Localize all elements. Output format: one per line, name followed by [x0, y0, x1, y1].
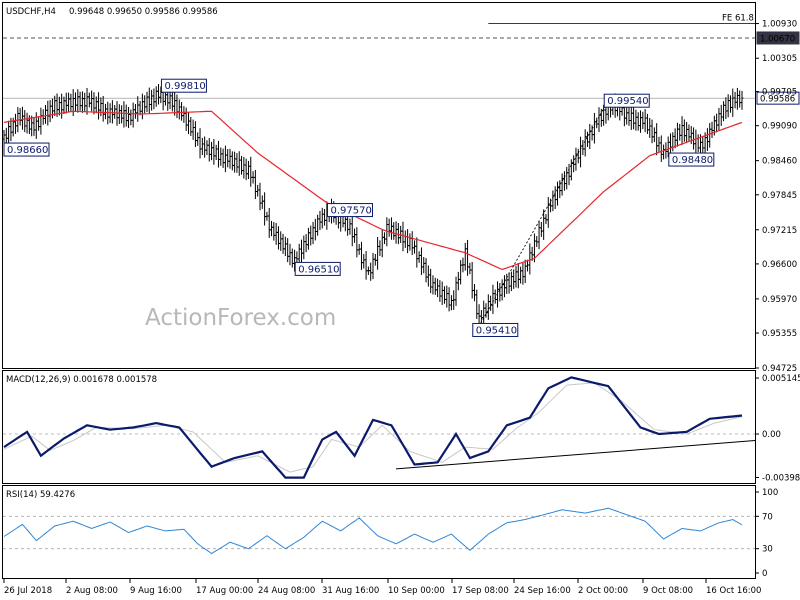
rsi-tick-label: 100 [762, 488, 778, 498]
price-annotation-label: 0.97570 [330, 206, 371, 217]
macd-tick-label: 0.005145 [762, 374, 800, 384]
time-tick-label: 10 Sep 00:00 [388, 586, 445, 596]
current-price-box [756, 91, 800, 105]
macd-main-line [3, 376, 743, 479]
price-tick-label: 0.97215 [762, 226, 797, 236]
price-panel-frame [2, 2, 756, 369]
price-tick-label: 0.99705 [762, 88, 797, 98]
time-tick-label: 24 Sep 16:00 [514, 586, 571, 596]
time-axis: 26 Jul 2018 2 Aug 08:00 9 Aug 16:00 17 Aug … [3, 579, 761, 596]
rsi-panel-frame [2, 485, 756, 579]
time-tick-label: 2 Oct 00:00 [578, 586, 628, 596]
panel-frames [2, 2, 756, 579]
price-annotation-label: 0.99540 [607, 96, 648, 107]
time-tick-label: 17 Sep 08:00 [452, 586, 509, 596]
moving-average [3, 110, 743, 271]
price-annotations: 0.98660 0.99810 0.96510 0.97570 0.95410 0.995… [3, 78, 715, 337]
price-tick-label: 0.98460 [762, 157, 797, 167]
resistance-level-label: 1.00670 [760, 34, 795, 44]
price-tick-label: 0.99090 [762, 122, 797, 132]
rsi-tick-label: 0 [762, 569, 767, 579]
price-annotation-label: 0.98660 [7, 145, 48, 156]
price-tick-label: 0.94725 [762, 364, 797, 374]
resistance-level-box [756, 31, 800, 45]
price-trendline-line [476, 100, 609, 331]
macd-title: MACD(12,26,9) 0.001678 0.001578 [6, 375, 157, 385]
price-tick-label: 0.95355 [762, 329, 797, 339]
price-annotation-box [603, 93, 650, 108]
time-tick-label: 31 Aug 16:00 [322, 586, 379, 596]
rsi-tick-label: 30 [762, 545, 773, 555]
price-tick-label: 0.97845 [762, 191, 797, 201]
time-tick-label: 9 Aug 16:00 [130, 586, 182, 596]
macd-lines [3, 376, 756, 479]
time-tick-label: 26 Jul 2018 [4, 586, 52, 596]
price-tick-label: 1.00305 [762, 54, 797, 64]
time-tick-label: 9 Oct 08:00 [643, 586, 693, 596]
moving-average-line [3, 110, 743, 271]
macd-panel-frame [2, 370, 756, 484]
price-tick-label: 0.95970 [762, 295, 797, 305]
price-tick-label: 1.00930 [762, 20, 797, 30]
price-annotation-label: 0.98480 [672, 155, 713, 166]
macd-tick-label: -0.003989 [762, 473, 800, 483]
fib-extension-label: FE 61.8 [722, 14, 754, 24]
price-annotation-box [160, 78, 207, 93]
time-tick-label: 2 Aug 08:00 [66, 586, 118, 596]
price-annotation-label: 0.95410 [476, 325, 517, 336]
price-annotation-box [3, 142, 50, 157]
price-annotation-box [294, 261, 341, 276]
price-annotation-box [326, 203, 373, 218]
time-tick-label: 16 Oct 16:00 [706, 586, 761, 596]
macd-trendline [396, 440, 756, 470]
rsi-tick-label: 70 [762, 512, 773, 522]
price-tick-label: 0.96600 [762, 260, 797, 270]
price-axis: 1.00930 1.00305 0.99705 0.99090 0.98460 0.978… [755, 20, 797, 374]
time-tick-label: 24 Aug 08:00 [258, 586, 315, 596]
rsi-axis: 100 70 30 0 [755, 488, 778, 579]
macd-tick-label: 0.00 [762, 430, 781, 440]
price-annotation-label: 0.99810 [164, 81, 205, 92]
price-trendline [476, 100, 609, 331]
rsi-lines [3, 507, 755, 555]
price-levels: 1.00670 FE 61.8 0.99586 [3, 14, 800, 105]
watermark: ActionForex.com [145, 305, 336, 331]
price-annotation-box [668, 152, 715, 167]
rsi-line [3, 507, 743, 555]
price-bars [2, 83, 744, 326]
symbol-label: USDCHF,H4 [6, 7, 56, 17]
time-tick-label: 17 Aug 00:00 [196, 586, 253, 596]
ohlc-values: 0.99648 0.99650 0.99586 0.99586 [69, 7, 218, 17]
current-price-label: 0.99586 [760, 95, 795, 105]
price-annotation-box [472, 322, 519, 337]
price-annotation-label: 0.96510 [298, 264, 339, 275]
rsi-title: RSI(14) 59.4276 [6, 490, 75, 500]
macd-axis: 0.005145 0.00 -0.003989 [755, 374, 800, 483]
macd-signal-line [3, 382, 743, 473]
